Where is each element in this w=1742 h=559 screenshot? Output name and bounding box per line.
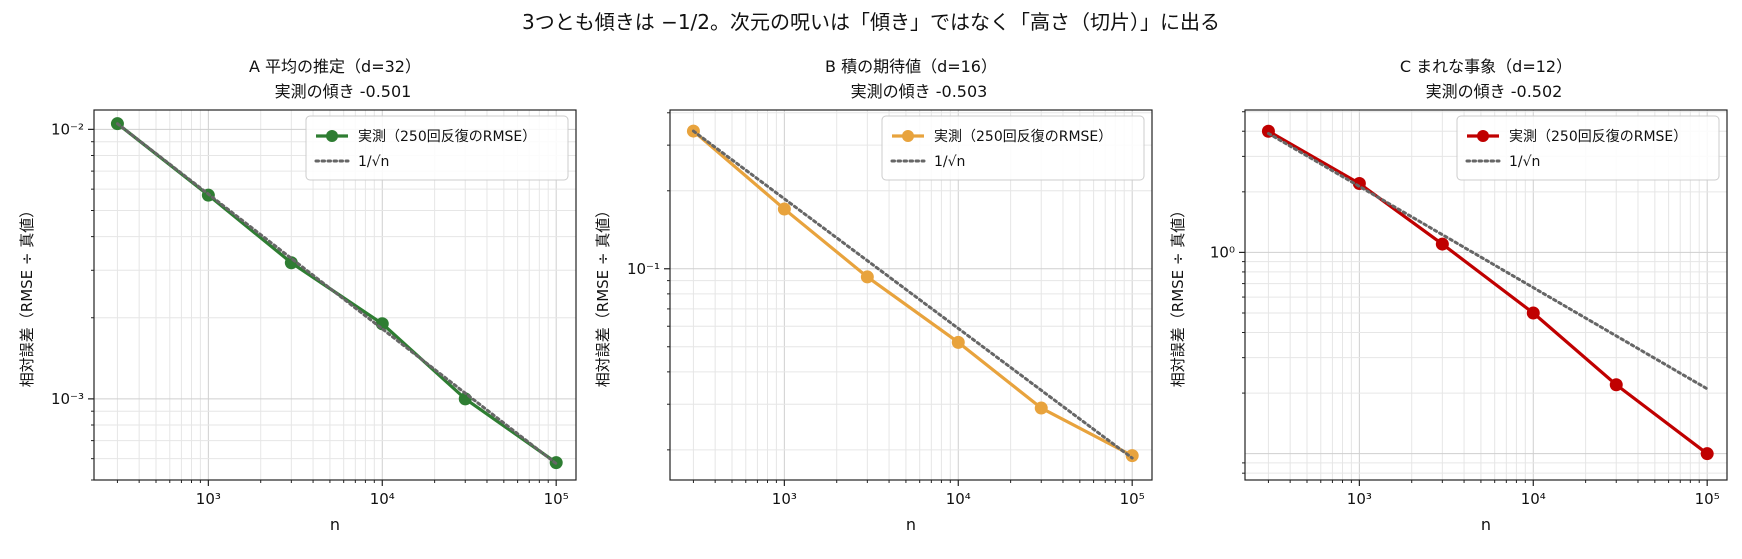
x-tick-label: 10⁴	[1521, 490, 1546, 508]
legend: 実測（250回反復のRMSE） 1/√n	[1456, 115, 1720, 181]
x-tick-label: 10³	[196, 490, 221, 508]
figure-suptitle: 3つとも傾きは −1/2。次元の呪いは「傾き」ではなく「高さ（切片）」に出る	[522, 10, 1220, 34]
y-tick-label: 10⁻³	[51, 390, 84, 408]
data-point	[1435, 237, 1449, 251]
data-point	[860, 270, 874, 284]
y-axis-label: 相対誤差（RMSE ÷ 真値）	[1169, 203, 1187, 387]
plot-area	[110, 117, 563, 470]
chart-title: A 平均の推定（d=32）	[249, 57, 421, 76]
chart-panel-1: 10³ 10⁴ 10⁵ 10⁻¹ B 積の期待値（d=16） 実測の傾き -0.503 n 相…	[594, 57, 1153, 534]
legend-marker-measured	[1477, 130, 1489, 142]
legend-marker-measured	[326, 130, 338, 142]
series-line-reference	[691, 129, 1134, 460]
chart-subtitle: 実測の傾き -0.502	[1426, 82, 1563, 101]
plot-area	[686, 124, 1139, 463]
legend-label-measured: 実測（250回反復のRMSE）	[934, 128, 1112, 145]
y-tick-label: 10⁰	[1210, 243, 1235, 261]
series-line-measured	[692, 129, 1133, 458]
series-line-reference	[115, 122, 558, 466]
data-point	[1609, 378, 1623, 392]
y-tick-label: 10⁻²	[51, 120, 84, 138]
legend: 実測（250回反復のRMSE） 1/√n	[305, 115, 569, 181]
x-tick-label: 10⁴	[370, 490, 395, 508]
axes-frame	[93, 109, 577, 481]
series-line-measured	[1267, 129, 1709, 455]
x-tick-label: 10³	[1347, 490, 1372, 508]
x-axis-label: n	[1481, 515, 1491, 534]
legend-frame	[881, 115, 1145, 181]
plot-area	[1261, 124, 1714, 461]
data-point	[1700, 447, 1714, 461]
legend-label-reference: 1/√n	[1509, 154, 1540, 170]
x-axis-label: n	[330, 515, 340, 534]
y-axis-label: 相対誤差（RMSE ÷ 真値）	[594, 203, 612, 387]
chart-subtitle: 実測の傾き -0.501	[275, 82, 412, 101]
chart-panel-0: 10³ 10⁴ 10⁵ 10⁻³ 10⁻² A 平均の推定（d=32） 実測の傾き -0.5…	[18, 57, 577, 534]
x-tick-label: 10³	[772, 490, 797, 508]
data-point	[1034, 401, 1048, 415]
data-point	[1125, 449, 1139, 463]
data-point	[1526, 306, 1540, 320]
chart-title: B 積の期待値（d=16）	[825, 57, 997, 76]
axes-frame	[669, 109, 1153, 481]
data-point	[951, 335, 965, 349]
series-line-reference	[1266, 131, 1709, 391]
data-point	[777, 202, 791, 216]
legend-marker-measured	[902, 130, 914, 142]
legend-label-reference: 1/√n	[934, 154, 965, 170]
x-axis-label: n	[906, 515, 916, 534]
legend: 実測（250回反復のRMSE） 1/√n	[881, 115, 1145, 181]
y-tick-label: 10⁻¹	[627, 260, 660, 278]
legend-frame	[1456, 115, 1720, 181]
chart-panel-2: 10³ 10⁴ 10⁵ 10⁰ C まれな事象（d=12） 実測の傾き -0.502 n 相対…	[1169, 57, 1728, 534]
y-axis-label: 相対誤差（RMSE ÷ 真値）	[18, 203, 36, 387]
x-tick-label: 10⁵	[544, 490, 569, 508]
legend-label-measured: 実測（250回反復のRMSE）	[358, 128, 536, 145]
legend-label-reference: 1/√n	[358, 154, 389, 170]
x-tick-label: 10⁵	[1695, 490, 1720, 508]
axes-frame	[1244, 109, 1728, 481]
x-tick-label: 10⁵	[1120, 490, 1145, 508]
chart-title: C まれな事象（d=12）	[1400, 57, 1572, 76]
legend-label-measured: 実測（250回反復のRMSE）	[1509, 128, 1687, 145]
x-tick-label: 10⁴	[946, 490, 971, 508]
legend-frame	[305, 115, 569, 181]
chart-subtitle: 実測の傾き -0.503	[851, 82, 988, 101]
